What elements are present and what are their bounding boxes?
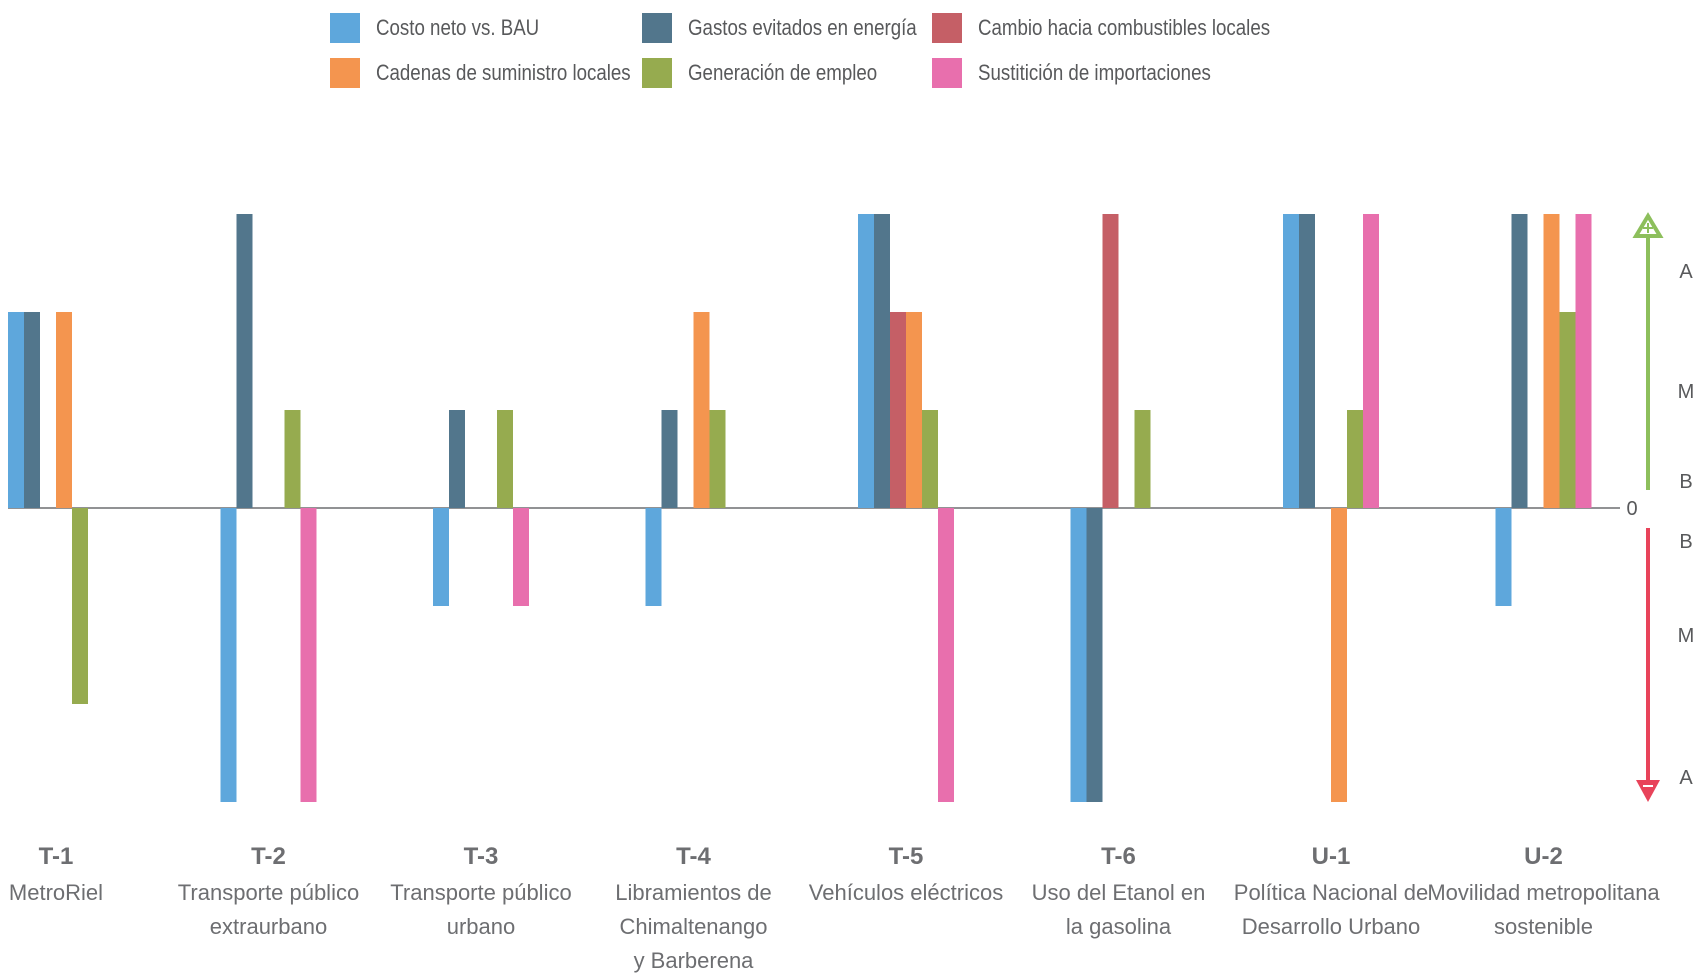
- bar: [433, 508, 449, 606]
- bar: [1347, 410, 1363, 508]
- category-name: Transporte público: [390, 880, 571, 905]
- category-code: U-1: [1312, 843, 1351, 870]
- legend-label: Gastos evitados en energía: [688, 15, 917, 40]
- bar: [709, 410, 726, 508]
- legend-item: Gastos evitados en energía: [642, 13, 957, 43]
- category-name: Vehículos eléctricos: [809, 880, 1003, 905]
- category-name: MetroRiel: [9, 880, 103, 905]
- legend-item: Generación de empleo: [642, 58, 911, 88]
- negative-level-label: A: [1679, 767, 1693, 789]
- category-name: Uso del Etanol en: [1032, 880, 1206, 905]
- legend-label: Costo neto vs. BAU: [376, 15, 540, 40]
- bar: [236, 214, 253, 508]
- category-code: T-3: [464, 843, 499, 870]
- bar: [497, 410, 513, 508]
- bar: [858, 214, 874, 508]
- legend-swatch: [642, 13, 672, 43]
- bar: [938, 508, 954, 802]
- bar: [1299, 214, 1315, 508]
- category-name: y Barberena: [634, 948, 755, 973]
- bar: [1134, 410, 1151, 508]
- negative-level-label: M: [1678, 625, 1695, 647]
- bar: [645, 508, 662, 606]
- category-code: U-2: [1524, 843, 1563, 870]
- legend-label: Sustitición de importaciones: [978, 60, 1211, 85]
- bar: [890, 312, 906, 508]
- bar: [284, 410, 301, 508]
- bar: [1575, 214, 1592, 508]
- bar: [1070, 508, 1087, 802]
- bar: [1086, 508, 1103, 802]
- legend-label: Generación de empleo: [688, 60, 878, 85]
- category-code: T-1: [39, 843, 74, 870]
- category-name: urbano: [447, 914, 516, 939]
- bar: [24, 312, 40, 508]
- category-code: T-6: [1101, 843, 1136, 870]
- category-name: sostenible: [1494, 914, 1593, 939]
- legend-swatch: [330, 13, 360, 43]
- bar: [874, 214, 890, 508]
- legend-swatch: [932, 58, 962, 88]
- bar: [8, 312, 24, 508]
- legend-swatch: [932, 13, 962, 43]
- bar: [1511, 214, 1528, 508]
- legend-item: Cambio hacia combustibles locales: [932, 13, 1322, 43]
- negative-level-label: B: [1679, 531, 1692, 553]
- bar: [922, 410, 938, 508]
- bar: [513, 508, 529, 606]
- category-name: extraurbano: [210, 914, 327, 939]
- category-name: Desarrollo Urbano: [1242, 914, 1421, 939]
- bar: [56, 312, 72, 508]
- legend-swatch: [330, 58, 360, 88]
- category-name: Chimaltenango: [620, 914, 768, 939]
- bar: [906, 312, 922, 508]
- legend-label: Cambio hacia combustibles locales: [978, 15, 1271, 40]
- category-name: Movilidad metropolitana: [1427, 880, 1660, 905]
- bar: [1102, 214, 1119, 508]
- bar: [1283, 214, 1299, 508]
- category-name: Transporte público: [178, 880, 359, 905]
- bar: [1331, 508, 1347, 802]
- category-code: T-4: [676, 843, 711, 870]
- bar: [449, 410, 465, 508]
- legend-label: Cadenas de suministro locales: [376, 60, 631, 85]
- bar: [300, 508, 317, 802]
- chart-legend: Costo neto vs. BAU Gastos evitados en ene…: [330, 10, 1330, 100]
- bar: [1363, 214, 1379, 508]
- bar: [661, 410, 678, 508]
- bar: [1559, 312, 1576, 508]
- category-name: la gasolina: [1066, 914, 1172, 939]
- zero-label: 0: [1626, 498, 1637, 520]
- bar: [1543, 214, 1560, 508]
- positive-level-label: M: [1678, 381, 1695, 403]
- category-code: T-5: [889, 843, 924, 870]
- legend-item: Sustitición de importaciones: [932, 58, 1252, 88]
- legend-item: Cadenas de suministro locales: [330, 58, 676, 88]
- legend-item: Costo neto vs. BAU: [330, 13, 568, 43]
- category-name: Libramientos de: [615, 880, 772, 905]
- positive-level-label: A: [1679, 261, 1693, 283]
- bar: [220, 508, 237, 802]
- bar: [72, 508, 88, 704]
- category-name: Política Nacional de: [1234, 880, 1428, 905]
- legend-swatch: [642, 58, 672, 88]
- category-code: T-2: [251, 843, 286, 870]
- bar: [1495, 508, 1512, 606]
- positive-level-label: B: [1679, 471, 1692, 493]
- bar: [693, 312, 710, 508]
- minus-arrowhead-icon: [1636, 780, 1660, 802]
